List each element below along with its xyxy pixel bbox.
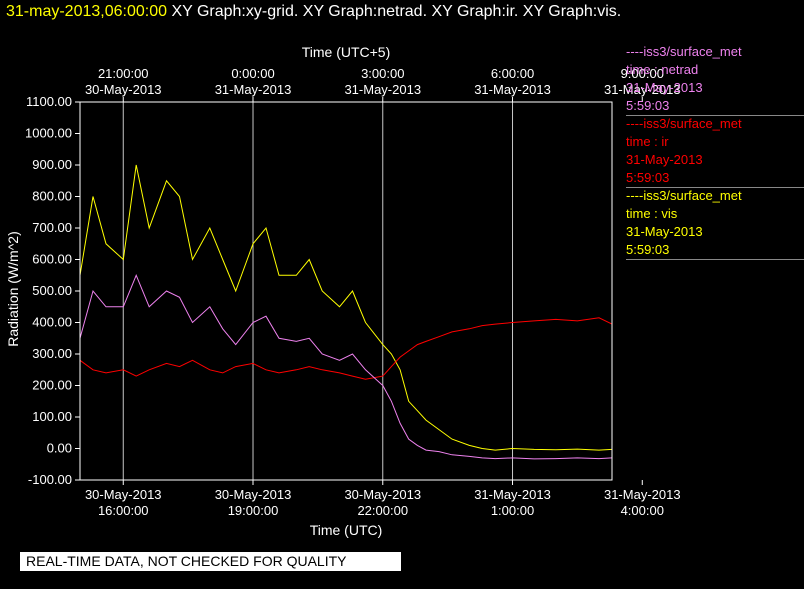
y-tick-label: 600.00	[32, 252, 72, 267]
top-tick-time-label: 21:00:00	[98, 66, 149, 81]
legend-netrad-time: 5:59:03	[626, 98, 670, 113]
y-tick-label: 900.00	[32, 157, 72, 172]
chart-header: 31-may-2013,06:00:00 XY Graph:xy-grid. X…	[6, 3, 621, 21]
legend-netrad-date: 31-May-2013	[626, 80, 703, 95]
legend-vis-name: ----iss3/surface_met	[626, 188, 742, 203]
top-x-axis-title: Time (UTC+5)	[302, 44, 391, 60]
top-tick-date-label: 31-May-2013	[474, 82, 551, 97]
top-tick-date-label: 31-May-2013	[344, 82, 421, 97]
x-axis-title: Time (UTC)	[310, 522, 383, 538]
series-line-netrad	[79, 273, 613, 460]
y-tick-label: 200.00	[32, 378, 72, 393]
header-graph-ir: XY Graph:ir.	[431, 3, 519, 20]
legend-vis-date: 31-May-2013	[626, 224, 703, 239]
x-axis-ticks: 30-May-201316:00:0030-May-201319:00:0030…	[85, 480, 681, 518]
y-tick-label: 300.00	[32, 346, 72, 361]
series-lines	[79, 164, 613, 460]
series-line-ir	[79, 317, 613, 380]
legend-ir-date: 31-May-2013	[626, 152, 703, 167]
y-tick-label: 100.00	[32, 409, 72, 424]
series-line-vis	[79, 164, 613, 451]
x-tick-date-label: 30-May-2013	[85, 487, 162, 502]
legend-ir-name: ----iss3/surface_met	[626, 116, 742, 131]
grid-lines	[122, 102, 514, 480]
legend-ir-time: 5:59:03	[626, 170, 670, 185]
legend-vis-time: 5:59:03	[626, 242, 670, 257]
y-tick-label: 700.00	[32, 220, 72, 235]
top-tick-date-label: 31-May-2013	[215, 82, 292, 97]
y-tick-label: 1100.00	[26, 94, 72, 109]
x-tick-date-label: 30-May-2013	[215, 487, 292, 502]
x-tick-date-label: 30-May-2013	[344, 487, 421, 502]
x-tick-date-label: 31-May-2013	[474, 487, 551, 502]
header-graph-vis: XY Graph:vis.	[522, 3, 622, 20]
legend-separator	[626, 259, 804, 260]
y-tick-label: 500.00	[32, 283, 72, 298]
top-tick-date-label: 30-May-2013	[85, 82, 162, 97]
x-tick-time-label: 19:00:00	[228, 503, 279, 518]
x-tick-date-label: 31-May-2013	[604, 487, 681, 502]
top-tick-time-label: 0:00:00	[231, 66, 274, 81]
legend-separator	[626, 115, 804, 116]
legend-vis-var: time : vis	[626, 206, 678, 221]
plot-frame	[79, 101, 613, 481]
top-x-axis-ticks: 21:00:0030-May-20130:00:0031-May-20133:0…	[85, 66, 681, 102]
y-axis-ticks: -100.00 0.00 100.00 200.00 300.00 400.00 500.0…	[25, 94, 80, 487]
legend-vis: ----iss3/surface_met time : vis 31-May-2…	[626, 187, 804, 260]
legend-netrad-name: ----iss3/surface_met	[626, 44, 742, 59]
top-tick-time-label: 3:00:00	[361, 66, 404, 81]
x-tick-time-label: 22:00:00	[357, 503, 408, 518]
x-tick-time-label: 16:00:00	[98, 503, 149, 518]
y-tick-label: 1000.00	[25, 126, 72, 141]
y-tick-label: 0.00	[47, 441, 72, 456]
y-tick-label: 400.00	[32, 315, 72, 330]
header-timestamp: 31-may-2013,06:00:00	[6, 3, 167, 20]
quality-disclaimer: REAL-TIME DATA, NOT CHECKED FOR QUALITY	[20, 552, 401, 571]
top-tick-time-label: 6:00:00	[491, 66, 534, 81]
legend-netrad-var: time : netrad	[626, 62, 699, 77]
header-graph-xy-grid: XY Graph:xy-grid.	[171, 3, 299, 20]
y-tick-label: 800.00	[32, 189, 72, 204]
x-tick-time-label: 1:00:00	[491, 503, 534, 518]
legend-ir: ----iss3/surface_met time : ir 31-May-20…	[626, 115, 804, 188]
header-graph-netrad: XY Graph:netrad.	[302, 3, 428, 20]
y-tick-label: -100.00	[28, 472, 72, 487]
legend-ir-var: time : ir	[626, 134, 669, 149]
legend-separator	[626, 187, 804, 188]
top-tick-time-label: 9:00:00	[621, 66, 664, 81]
legend-netrad: ----iss3/surface_met time : netrad 31-Ma…	[626, 43, 804, 116]
top-tick-date-label: 31-May-2013	[604, 82, 681, 97]
x-tick-time-label: 4:00:00	[621, 503, 664, 518]
y-axis-title: Radiation (W/m^2)	[5, 231, 21, 347]
